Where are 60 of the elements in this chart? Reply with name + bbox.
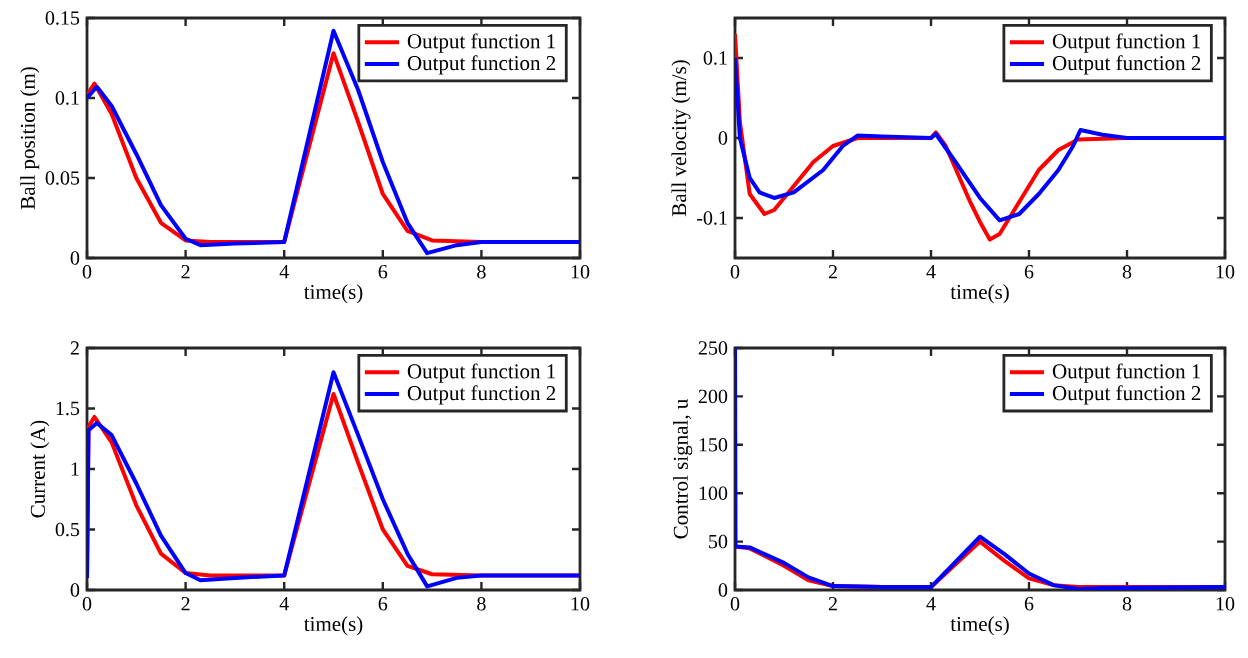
y-tick-label: 200 [698, 389, 728, 404]
x-tick-label: 2 [181, 597, 190, 611]
line-series [735, 347, 1225, 590]
x-tick-label: 10 [571, 597, 590, 611]
x-tick-label: 6 [1024, 597, 1034, 611]
y-axis-title: Ball position (m) [20, 67, 40, 210]
x-axis-title: time(s) [303, 284, 363, 304]
y-tick-label: -0.1 [697, 211, 727, 225]
x-tick-label: 2 [828, 597, 837, 611]
x-tick-label: 4 [926, 265, 936, 279]
x-tick-label: 6 [378, 597, 388, 611]
legend-label: Output function 2 [1052, 385, 1201, 405]
y-tick-label: 0.15 [45, 11, 80, 25]
x-tick-label: 8 [477, 265, 486, 279]
y-axis-title: Current (A) [30, 420, 50, 518]
y-tick-label: 0.1 [55, 91, 79, 105]
legend-label: Output function 2 [407, 385, 556, 405]
x-tick-label: 8 [1122, 265, 1132, 279]
x-tick-label: 8 [1122, 597, 1132, 611]
y-tick-label: 1.5 [56, 401, 80, 416]
x-tick-label: 0 [82, 265, 92, 279]
x-tick-label: 10 [571, 265, 590, 279]
y-tick-label: 0.5 [55, 522, 80, 537]
y-tick-label: 2 [70, 341, 79, 355]
x-tick-label: 10 [1216, 597, 1235, 611]
y-axis-title: Ball velocity (m/s) [671, 60, 691, 217]
y-tick-label: 0.05 [45, 171, 80, 185]
x-tick-label: 4 [926, 597, 936, 611]
y-tick-label: 50 [709, 534, 728, 549]
x-tick-label: 0 [730, 265, 740, 279]
legend-label: Output function 1 [1052, 363, 1201, 383]
y-tick-label: 1 [71, 462, 79, 476]
x-axis-title: time(s) [950, 284, 1009, 304]
y-tick-label: 0 [718, 131, 728, 145]
y-tick-label: 0 [70, 251, 80, 265]
x-tick-label: 10 [1216, 265, 1235, 279]
x-tick-label: 4 [279, 597, 289, 611]
y-tick-label: 0 [718, 583, 728, 597]
legend-label: Output function 2 [407, 55, 556, 75]
x-axis-title: time(s) [303, 616, 363, 636]
line-series [87, 28, 580, 256]
y-tick-label: 0 [70, 583, 80, 597]
x-tick-label: 8 [477, 597, 486, 611]
legend-label: Output function 1 [407, 33, 555, 53]
y-tick-label: 100 [699, 486, 728, 500]
y-tick-label: 150 [699, 438, 728, 452]
y-tick-label: 250 [698, 341, 728, 355]
x-tick-label: 0 [730, 597, 740, 611]
legend-label: Output function 2 [1052, 55, 1201, 75]
x-tick-label: 4 [279, 265, 289, 279]
x-tick-label: 6 [378, 265, 388, 279]
y-tick-label: 0.1 [703, 51, 727, 65]
x-tick-label: 6 [1024, 265, 1034, 279]
x-tick-label: 0 [82, 597, 92, 611]
legend-label: Output function 1 [407, 363, 556, 383]
x-axis-title: time(s) [950, 616, 1009, 636]
x-tick-label: 2 [181, 265, 190, 279]
x-tick-label: 2 [828, 265, 837, 279]
y-axis-title: Control signal, u [673, 399, 693, 539]
legend-label: Output function 1 [1052, 33, 1201, 53]
